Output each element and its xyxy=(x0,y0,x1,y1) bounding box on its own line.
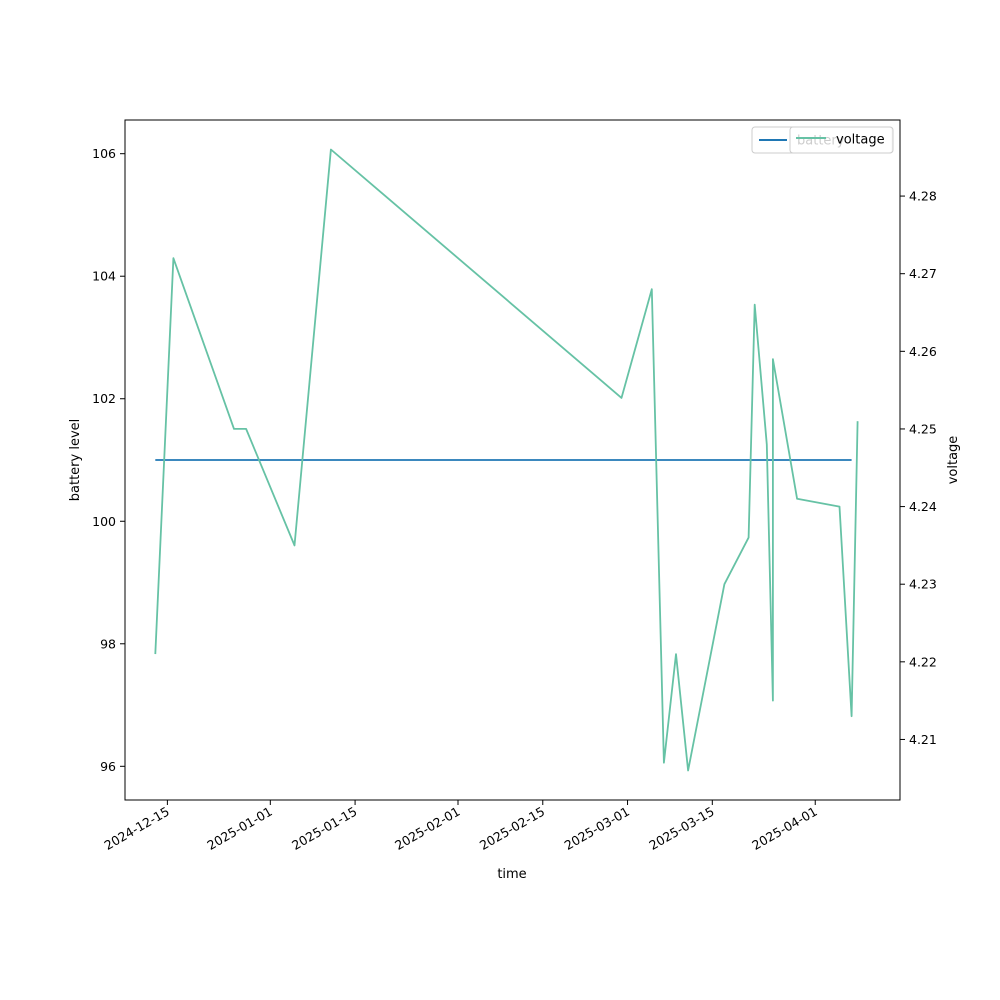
y-right-tick-label: 4.25 xyxy=(909,421,937,436)
y-left-axis-label: battery level xyxy=(68,419,83,502)
y-right-tick-label: 4.28 xyxy=(909,189,937,204)
y-left-tick-label: 96 xyxy=(100,759,116,774)
axes-layer: 2024-12-15 2025-01-01 2025-01-15 2025-02-01… xyxy=(92,119,937,853)
x-axis-label: time xyxy=(497,867,526,882)
y-left-tick-label: 98 xyxy=(100,636,116,651)
series-layer xyxy=(154,148,859,772)
x-tick-label: 2025-02-01 xyxy=(392,804,462,853)
y-right-tick-label: 4.26 xyxy=(909,344,937,359)
plot-frame xyxy=(124,119,901,801)
x-tick-label: 2025-01-15 xyxy=(289,804,359,853)
x-tick-label: 2024-12-15 xyxy=(101,804,171,853)
y-left-tick-label: 102 xyxy=(92,391,116,406)
x-tick-label: 2025-03-15 xyxy=(646,804,716,853)
y-right-tick-label: 4.22 xyxy=(909,654,937,669)
x-tick-label: 2025-04-01 xyxy=(749,804,819,853)
x-tick-label: 2025-03-01 xyxy=(562,804,632,853)
y-left-tick-label: 104 xyxy=(92,269,116,284)
y-right-tick-label: 4.24 xyxy=(909,499,937,514)
y-left-tick-label: 106 xyxy=(92,146,116,161)
x-tick-label: 2025-02-15 xyxy=(477,804,547,853)
y-right-tick-label: 4.21 xyxy=(909,732,937,747)
y-right-tick-label: 4.23 xyxy=(909,577,937,592)
legend-box-voltage xyxy=(789,126,894,154)
y-right-axis-label: voltage xyxy=(946,436,961,485)
legend-label-voltage: voltage xyxy=(836,133,885,148)
y-left-tick-label: 100 xyxy=(92,514,116,529)
series-line-voltage xyxy=(154,148,859,772)
legend: batteryvoltage xyxy=(751,126,894,154)
x-tick-label: 2025-01-01 xyxy=(204,804,274,853)
y-right-tick-label: 4.27 xyxy=(909,266,937,281)
